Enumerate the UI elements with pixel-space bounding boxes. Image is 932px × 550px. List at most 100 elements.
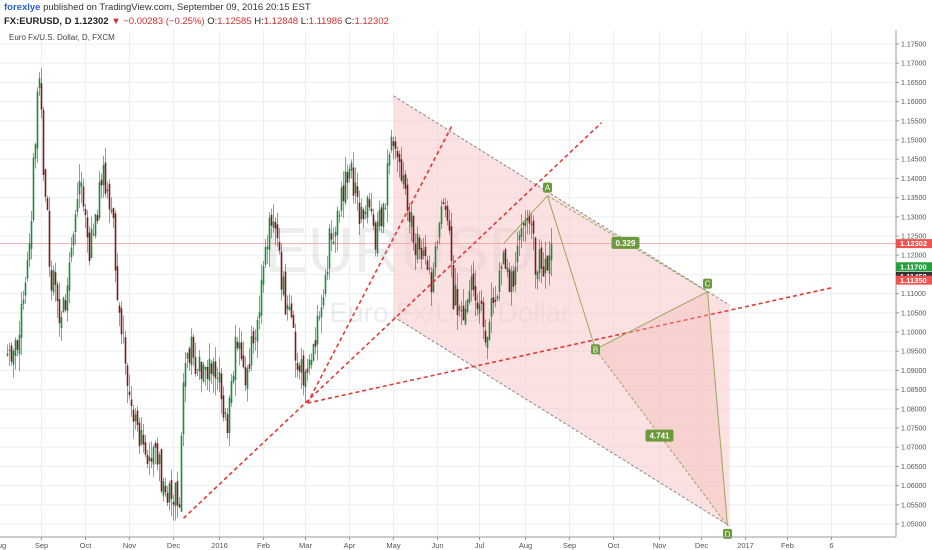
candle-body <box>332 241 335 245</box>
candle-body <box>184 363 187 387</box>
candle-body <box>120 308 123 335</box>
candle-body <box>248 364 251 369</box>
candle-body <box>284 271 287 315</box>
candle-body <box>226 414 229 433</box>
candle-body <box>544 258 547 274</box>
author-link[interactable]: forexlye <box>4 2 41 13</box>
candle-body <box>20 303 23 338</box>
candle-body <box>308 359 311 369</box>
candle-body <box>238 342 241 349</box>
candle-body <box>368 199 371 208</box>
candle-body <box>486 336 489 349</box>
candle-body <box>142 434 145 445</box>
channel-drawing[interactable] <box>393 95 730 527</box>
candle-body <box>234 336 237 380</box>
y-tick-label: 1.10500 <box>901 310 926 317</box>
x-tick-label: Feb <box>257 541 270 550</box>
pattern-point-marker <box>543 182 552 193</box>
candle-body <box>306 368 309 373</box>
x-tick-label: Aug <box>519 541 532 550</box>
candle-body <box>182 382 185 435</box>
candle-body <box>390 136 393 151</box>
candle-body <box>402 175 405 185</box>
candle-body <box>78 181 81 195</box>
candle-body <box>396 150 399 157</box>
candle-body <box>500 266 503 269</box>
candle-body <box>116 266 119 301</box>
y-tick-label: 1.13500 <box>901 195 926 202</box>
candle-body <box>442 202 445 205</box>
candle-body <box>190 336 193 366</box>
candle-body <box>546 255 549 271</box>
candle-body <box>550 243 553 261</box>
trendlines[interactable] <box>182 122 832 519</box>
candle-body <box>130 399 133 407</box>
candle-body <box>526 217 529 221</box>
candle-body <box>132 409 135 422</box>
candle-body <box>438 223 441 238</box>
candle-body <box>266 246 269 250</box>
price-chart[interactable]: EURUSD Euro Fx/U.S. Dollar ABCD0.3294.74… <box>0 30 932 550</box>
y-tick-label: 1.14500 <box>901 157 926 164</box>
pattern-leg <box>595 291 708 350</box>
candle-body <box>280 251 283 290</box>
published-line: forexlye published on TradingView.com, S… <box>4 2 311 13</box>
candle-body <box>16 340 19 350</box>
y-tick-label: 1.14000 <box>901 176 926 183</box>
pattern-leg <box>547 195 596 350</box>
candle-body <box>464 308 467 325</box>
candle-body <box>80 182 83 187</box>
candle-body <box>212 361 215 377</box>
pattern-point-marker <box>703 278 712 289</box>
candle-body <box>34 144 37 159</box>
candle-body <box>74 214 77 232</box>
candle-body <box>42 110 45 175</box>
candle-series <box>6 67 553 521</box>
change-value: −0.00283 (−0.25%) <box>123 16 205 27</box>
candle-body <box>164 485 167 493</box>
channel-upper-line <box>393 95 730 306</box>
candle-body <box>186 353 189 359</box>
candle-body <box>146 455 149 464</box>
close-label: C: <box>344 16 355 27</box>
candle-body <box>458 306 461 311</box>
candle-body <box>462 305 465 321</box>
candle-body <box>440 206 443 225</box>
candle-body <box>384 208 387 210</box>
candle-body <box>60 317 63 329</box>
y-tick-label: 1.17000 <box>901 61 926 68</box>
candle-body <box>336 210 339 236</box>
candle-body <box>418 237 421 250</box>
candle-body <box>178 504 181 508</box>
ratio-badge <box>611 236 640 249</box>
candle-body <box>388 154 391 166</box>
candle-body <box>532 220 535 234</box>
candle-body <box>256 319 259 342</box>
candle-body <box>346 172 349 183</box>
abcd-pattern[interactable]: A B C D 0.329 4.741 <box>503 182 733 539</box>
x-tick-label: May <box>386 541 400 550</box>
y-tick-label: 1.16500 <box>901 80 926 87</box>
candle-body <box>516 245 519 263</box>
price-badge-label: 1.11350 <box>900 276 927 285</box>
candle-body <box>106 189 109 192</box>
candle-body <box>58 299 61 324</box>
candle-body <box>326 272 329 275</box>
candle-body <box>340 187 343 211</box>
y-tick-label: 1.08500 <box>901 387 926 394</box>
x-tick-label: Aug <box>0 541 6 550</box>
high-value: 1.12848 <box>263 16 299 27</box>
candle-body <box>12 350 15 365</box>
candle-body <box>496 296 499 300</box>
y-tick-label: 1.08000 <box>901 406 926 413</box>
candle-body <box>64 300 67 310</box>
candle-body <box>490 298 493 317</box>
pattern-leg <box>707 291 728 526</box>
candle-body <box>88 232 91 261</box>
candle-body <box>322 297 325 306</box>
candle-body <box>198 356 201 372</box>
candle-body <box>268 217 271 250</box>
chart-legend-title: Euro Fx/U.S. Dollar, D, FXCM <box>9 33 115 42</box>
x-tick-label: 6 <box>829 541 833 550</box>
candle-body <box>382 203 385 228</box>
